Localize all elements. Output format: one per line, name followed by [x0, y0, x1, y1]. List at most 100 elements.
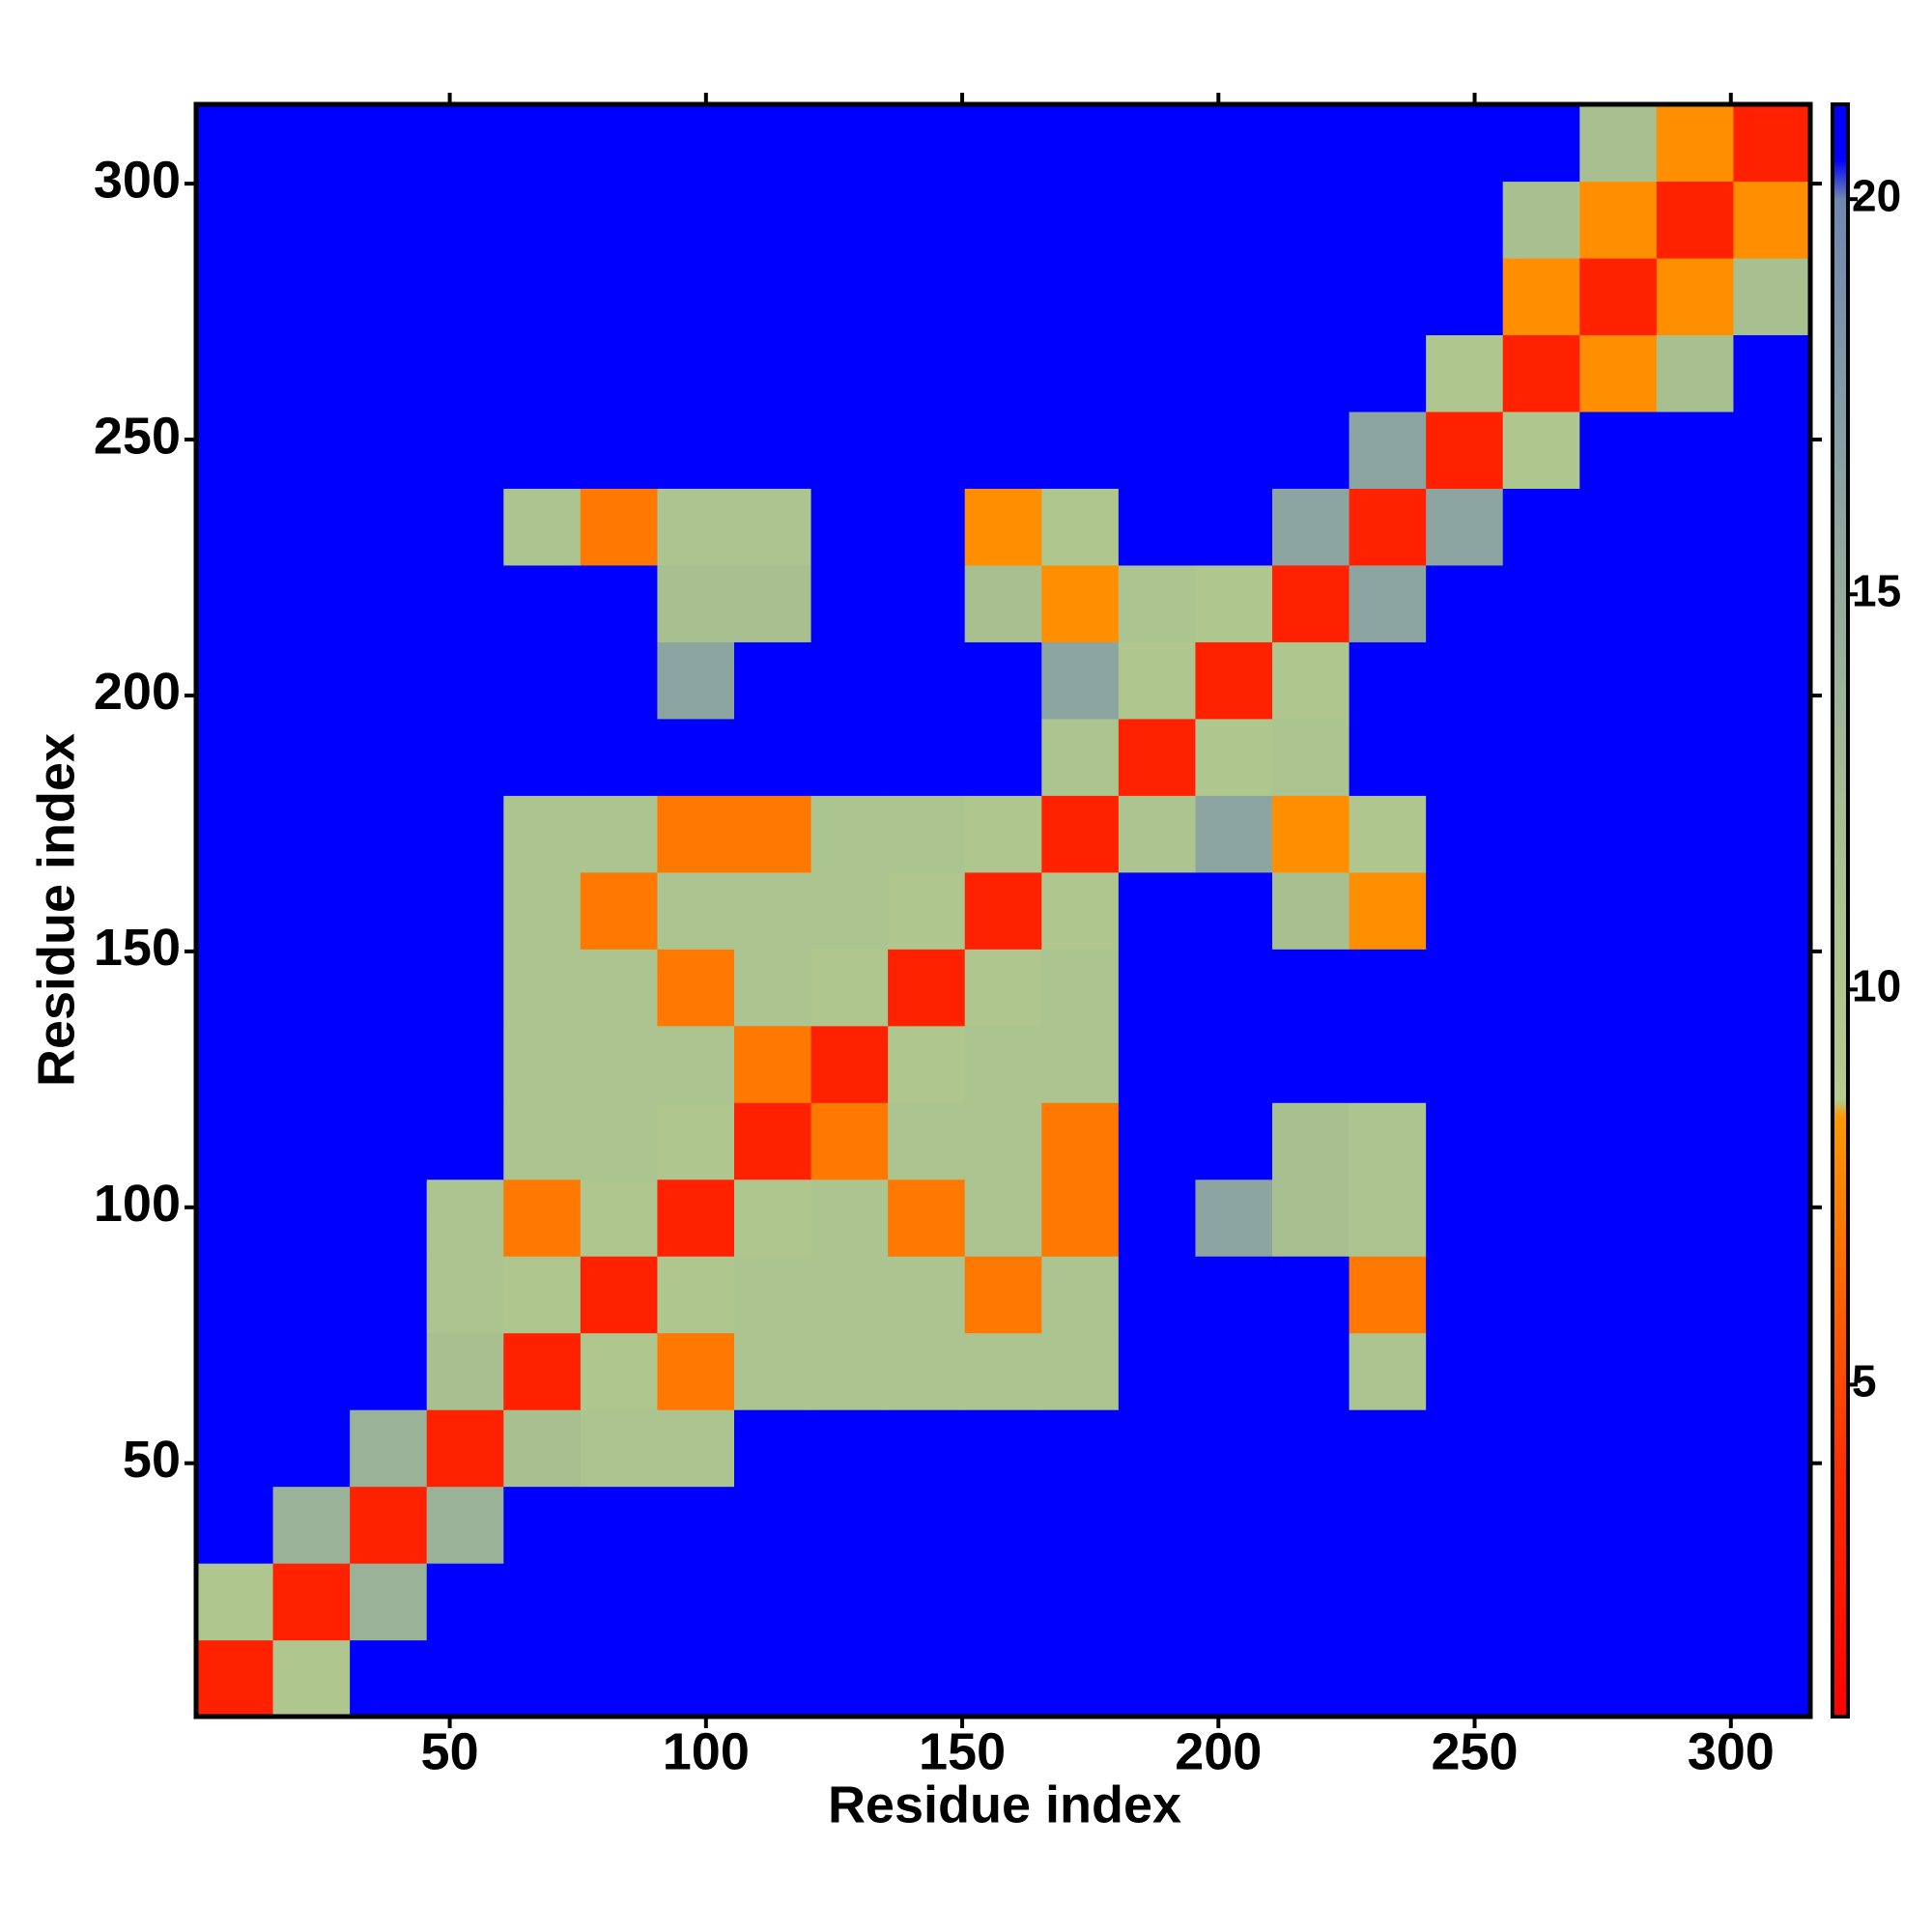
heat-cell: [272, 1179, 351, 1257]
heat-cell: [196, 488, 274, 566]
heat-cell: [1579, 564, 1658, 642]
heat-cell: [1502, 1179, 1580, 1257]
heat-cell: [1118, 257, 1197, 336]
heat-cell: [657, 1179, 735, 1257]
heat-cell: [810, 564, 889, 642]
heat-cell: [1656, 949, 1735, 1027]
heat-cell: [503, 1639, 582, 1717]
heat-cell: [888, 1332, 966, 1410]
heat-cell: [964, 564, 1042, 642]
heat-cell: [196, 411, 274, 489]
heat-cell: [1272, 1332, 1350, 1410]
heat-cell: [1656, 1025, 1735, 1103]
heat-cell: [1502, 871, 1580, 950]
heat-cell: [734, 104, 812, 183]
heat-cell: [1579, 718, 1658, 796]
heat-cell: [1195, 1179, 1273, 1257]
heat-cell: [426, 1563, 504, 1641]
heat-cell: [964, 871, 1042, 950]
heat-cell: [810, 1332, 889, 1410]
heat-cell: [1118, 1025, 1197, 1103]
y-tick-label: 250: [94, 407, 181, 465]
heat-cell: [580, 104, 659, 183]
heat-cell: [1195, 488, 1273, 566]
heat-cell: [1502, 1025, 1580, 1103]
heat-cell: [1118, 1409, 1197, 1488]
heat-cell: [1579, 181, 1658, 259]
heat-cell: [964, 795, 1042, 873]
heat-cell: [1195, 1409, 1273, 1488]
heat-cell: [272, 1563, 351, 1641]
heat-cell: [580, 257, 659, 336]
heat-cell: [503, 1563, 582, 1641]
heat-cell: [1426, 1332, 1504, 1410]
heat-cell: [810, 181, 889, 259]
heat-cell: [1349, 871, 1427, 950]
heat-cell: [1195, 871, 1273, 950]
heat-cell: [1041, 1639, 1120, 1717]
heat-cell: [196, 795, 274, 873]
heat-cell: [1349, 488, 1427, 566]
heat-cell: [657, 1256, 735, 1334]
heat-cell: [964, 641, 1042, 720]
heat-cell: [580, 1179, 659, 1257]
heat-cell: [1195, 564, 1273, 642]
heat-cell: [272, 1486, 351, 1564]
heat-cell: [1502, 334, 1580, 412]
heat-cell: [888, 334, 966, 412]
heat-cell: [1733, 181, 1810, 259]
heat-cell: [1502, 1409, 1580, 1488]
heat-cell: [1733, 564, 1810, 642]
heat-cell: [1041, 564, 1120, 642]
heat-cell: [196, 1179, 274, 1257]
heat-cell: [734, 1256, 812, 1334]
heat-cell: [350, 257, 428, 336]
heat-cell: [196, 1102, 274, 1180]
heat-cell: [657, 1409, 735, 1488]
heat-cell: [350, 1639, 428, 1717]
heat-cell: [1502, 257, 1580, 336]
heat-cell: [1118, 334, 1197, 412]
heat-cell: [1733, 1102, 1810, 1180]
heat-cell: [657, 181, 735, 259]
heat-cell: [1426, 1025, 1504, 1103]
heat-cell: [964, 1639, 1042, 1717]
heat-cell: [1579, 257, 1658, 336]
heat-cell: [426, 949, 504, 1027]
heat-cell: [426, 1639, 504, 1717]
heat-cell: [580, 1256, 659, 1334]
heat-cell: [1426, 949, 1504, 1027]
heat-cell: [196, 334, 274, 412]
heat-cell: [503, 1102, 582, 1180]
heat-cell: [1118, 795, 1197, 873]
heat-cell: [1349, 1025, 1427, 1103]
heat-cell: [580, 641, 659, 720]
heat-cell: [1118, 1639, 1197, 1717]
heat-cell: [1502, 104, 1580, 183]
heat-cell: [1426, 257, 1504, 336]
heat-cell: [426, 871, 504, 950]
heat-cell: [888, 1256, 966, 1334]
heat-cell: [272, 1409, 351, 1488]
heat-cell: [888, 1025, 966, 1103]
heat-cell: [734, 949, 812, 1027]
heat-cell: [964, 718, 1042, 796]
heat-cell: [810, 871, 889, 950]
heat-cell: [964, 1025, 1042, 1103]
heat-cell: [657, 641, 735, 720]
heat-cell: [888, 1563, 966, 1641]
heat-cell: [426, 488, 504, 566]
heat-cell: [272, 949, 351, 1027]
heat-cell: [888, 949, 966, 1027]
heat-cell: [964, 181, 1042, 259]
y-axis-label: Residue index: [27, 733, 85, 1087]
heat-cell: [1733, 257, 1810, 336]
heat-cell: [1041, 411, 1120, 489]
heat-cell: [1349, 1102, 1427, 1180]
heat-cell: [503, 641, 582, 720]
heat-cell: [1733, 104, 1810, 183]
heat-cell: [1349, 949, 1427, 1027]
x-tick-label: 50: [421, 1722, 479, 1780]
heat-cell: [1502, 181, 1580, 259]
